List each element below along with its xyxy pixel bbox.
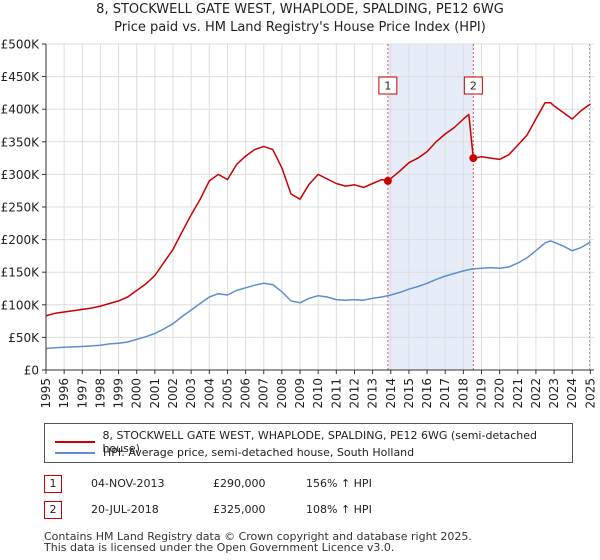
x-tick-label: 2025 — [583, 378, 597, 409]
sale-number-box — [463, 76, 483, 95]
hpi-series-line — [45, 240, 591, 350]
price-chart: 1 2 £0 £50K £100K £150K £200K £250K £300K £350K £4… — [1, 38, 598, 409]
legend-label-hpi: HPI: Average price, semi-detached house,… — [103, 446, 415, 459]
y-tick-label: £0 — [24, 364, 39, 378]
sale-number-box — [378, 76, 398, 95]
y-tick-label: £200K — [1, 233, 41, 247]
x-tick-label: 2014 — [384, 378, 398, 409]
y-tick-label: £400K — [1, 103, 41, 117]
sale-point — [383, 176, 392, 185]
sale-hpi-change: 108% ↑ HPI — [306, 503, 372, 516]
x-tick-label: 2015 — [402, 378, 416, 409]
chart-title: 8, STOCKWELL GATE WEST, WHAPLODE, SPALDI… — [96, 2, 504, 17]
chart-subtitle: Price paid vs. HM Land Registry's House … — [114, 20, 486, 35]
legend: 8, STOCKWELL GATE WEST, WHAPLODE, SPALDI… — [44, 423, 573, 463]
y-tick-label: £50K — [8, 331, 40, 345]
footer: Contains HM Land Registry data © Crown c… — [44, 531, 472, 553]
x-tick-label: 2019 — [474, 378, 488, 409]
x-tick-label: 1997 — [75, 378, 89, 409]
y-tick-label: £350K — [1, 135, 41, 149]
x-tick-label: 1995 — [39, 378, 53, 409]
sale-number-label: 2 — [470, 80, 477, 93]
x-tick-label: 2008 — [275, 378, 289, 409]
x-tick-label: 2001 — [148, 378, 162, 409]
sale-hpi-change: 156% ↑ HPI — [306, 477, 372, 490]
x-tick-label: 2006 — [239, 378, 253, 409]
y-tick-label: £150K — [1, 266, 41, 280]
x-tick-label: 2004 — [202, 378, 216, 409]
x-tick-label: 2023 — [547, 378, 561, 409]
sale-date: 20-JUL-2018 — [91, 503, 159, 516]
x-tick-label: 2010 — [311, 378, 325, 409]
x-tick-label: 2007 — [257, 378, 271, 409]
property-series-line — [45, 101, 591, 317]
x-tick-label: 2022 — [529, 378, 543, 409]
x-tick-label: 1999 — [112, 378, 126, 409]
x-tick-label: 2016 — [420, 378, 434, 409]
legend-swatch-hpi — [55, 451, 95, 454]
x-tick-label: 2005 — [220, 378, 234, 409]
y-tick-label: £250K — [1, 201, 41, 215]
x-tick-label: 2012 — [347, 378, 361, 409]
x-tick-label: 2024 — [565, 378, 579, 409]
y-tick-label: £500K — [1, 38, 41, 52]
sale-price: £325,000 — [213, 503, 266, 516]
footer-licence: This data is licensed under the Open Gov… — [44, 541, 395, 554]
x-tick-label: 1996 — [57, 378, 71, 409]
x-tick-label: 2002 — [166, 378, 180, 409]
sale-number-label: 1 — [384, 80, 391, 93]
sale-badge: 2 — [44, 501, 62, 519]
x-tick-label: 2011 — [329, 378, 343, 409]
x-tick-label: 2017 — [438, 378, 452, 409]
y-tick-label: £450K — [1, 70, 41, 84]
x-tick-label: 2000 — [130, 378, 144, 409]
x-tick-label: 1998 — [93, 378, 107, 409]
sale-point — [469, 154, 478, 163]
footer-copyright: Contains HM Land Registry data © Crown c… — [44, 530, 472, 543]
legend-swatch-property — [55, 441, 95, 443]
y-tick-label: £100K — [1, 298, 41, 312]
sale-badge: 1 — [44, 475, 62, 493]
x-tick-label: 2018 — [456, 378, 470, 409]
legend-label-property: 8, STOCKWELL GATE WEST, WHAPLODE, SPALDI… — [102, 429, 538, 455]
x-tick-label: 2009 — [293, 378, 307, 409]
x-tick-label: 2013 — [366, 378, 380, 409]
x-tick-label: 2020 — [493, 378, 507, 409]
sale-date: 04-NOV-2013 — [91, 477, 165, 490]
legend-item-hpi: HPI: Average price, semi-detached house,… — [55, 446, 414, 459]
x-tick-label: 2003 — [184, 378, 198, 409]
x-tick-label: 2021 — [511, 378, 525, 409]
y-tick-label: £300K — [1, 168, 41, 182]
legend-item-property: 8, STOCKWELL GATE WEST, WHAPLODE, SPALDI… — [55, 429, 572, 455]
sale-price: £290,000 — [213, 477, 266, 490]
